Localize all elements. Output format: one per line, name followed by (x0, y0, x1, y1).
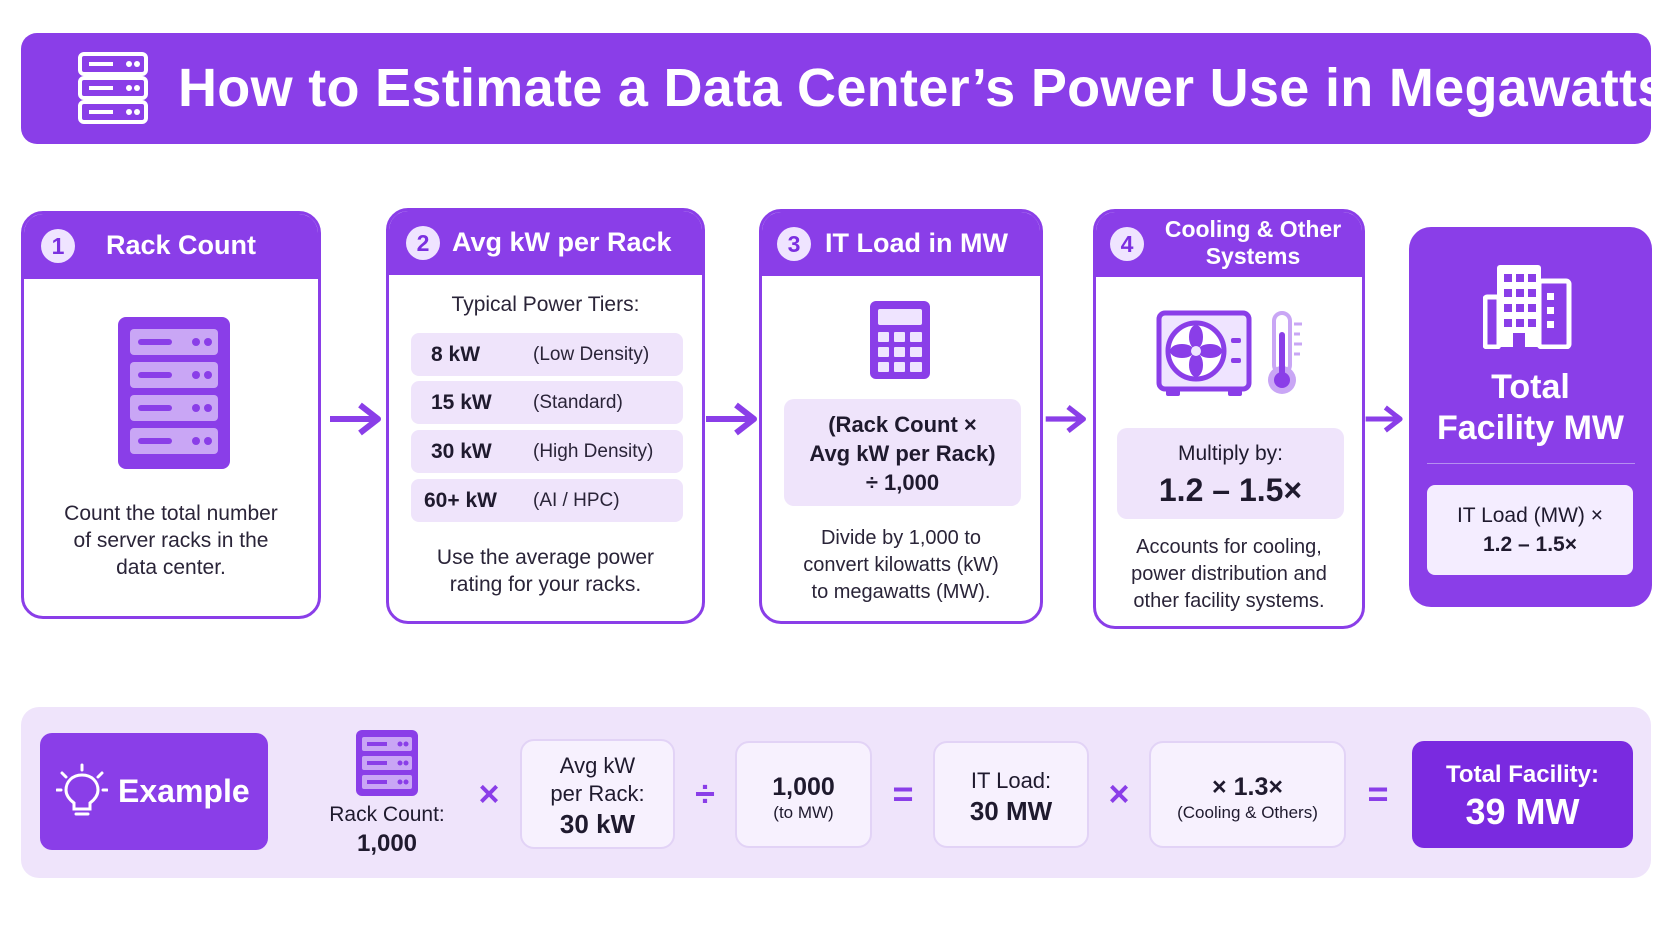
total-facility-formula: IT Load (MW) × 1.2 – 1.5× (1427, 485, 1633, 575)
arrow-right-icon (1365, 405, 1403, 433)
step-header: 4 Cooling & Other Systems (1096, 212, 1362, 277)
multiplier-box: × 1.3× (Cooling & Others) (1149, 741, 1346, 848)
step-description: Use the average power rating for your ra… (436, 546, 655, 596)
formula-box: (Rack Count × Avg kW per Rack) ÷ 1,000 (784, 399, 1021, 506)
server-rack-icon (118, 317, 230, 469)
multiplier-value: 1.2 – 1.5× (1158, 472, 1303, 508)
divisor-box: 1,000 (to MW) (735, 741, 872, 848)
step-header: 3 IT Load in MW (762, 212, 1040, 276)
server-rack-icon (78, 52, 148, 124)
thermometer-icon (1268, 311, 1302, 394)
title-banner: How to Estimate a Data Center’s Power Us… (21, 33, 1667, 144)
tier-row: 15 kW (Standard) (411, 381, 683, 424)
step-description: Accounts for cooling, power distribution… (1131, 536, 1327, 612)
step-description: Count the total number of server racks i… (64, 502, 278, 579)
tiers-subtitle: Typical Power Tiers: (451, 293, 640, 316)
step-title: Cooling & Other Systems (1164, 216, 1342, 269)
step-number: 4 (1110, 227, 1144, 261)
divide-operator: ÷ (695, 773, 715, 814)
multiply-operator: × (478, 773, 500, 814)
tier-row: 60+ kW (AI / HPC) (411, 479, 683, 522)
step-title: Avg kW per Rack (452, 227, 672, 257)
step-card-avg-kw: 2 Avg kW per Rack Typical Power Tiers: 8… (386, 208, 705, 624)
step-number: 2 (406, 226, 440, 260)
avg-kw-box: Avg kW per Rack: 30 kW (520, 739, 675, 849)
tier-row: 30 kW (High Density) (411, 430, 683, 473)
it-load-box: IT Load: 30 MW (933, 741, 1089, 848)
equals-operator: = (1367, 773, 1389, 814)
step-number: 3 (777, 227, 811, 261)
step-title: IT Load in MW (825, 228, 1008, 258)
multiplier-box: Multiply by: 1.2 – 1.5× (1117, 428, 1344, 519)
step-number: 1 (41, 229, 75, 263)
tier-row: 8 kW (Low Density) (411, 333, 683, 376)
cooling-fan-icon (1156, 310, 1252, 396)
step-card-cooling: 4 Cooling & Other Systems Multiply by: 1… (1093, 209, 1365, 629)
calculator-icon (870, 301, 930, 379)
step-header: 2 Avg kW per Rack (389, 211, 702, 275)
total-facility-title: Total Facility MW (1436, 368, 1625, 447)
rack-count-item: Rack Count: 1,000 (329, 803, 445, 857)
equals-operator: = (892, 773, 914, 814)
arrow-right-icon (706, 402, 757, 436)
total-facility-card: Total Facility MW IT Load (MW) × 1.2 – 1… (1409, 227, 1652, 607)
multiplier-label: Multiply by: (1177, 442, 1284, 465)
page-title: How to Estimate a Data Center’s Power Us… (178, 58, 1668, 118)
step-description: Divide by 1,000 to convert kilowatts (kW… (803, 527, 999, 603)
example-label: Example (118, 773, 250, 809)
result-box: Total Facility: 39 MW (1412, 741, 1633, 848)
example-badge (40, 733, 268, 850)
lightbulb-icon (56, 763, 108, 816)
divider (1427, 463, 1635, 464)
arrow-right-icon (1045, 404, 1086, 434)
building-icon (1483, 265, 1572, 349)
step-card-rack-count: 1 Rack Count Count the total number of s… (21, 211, 321, 619)
arrow-right-icon (330, 402, 381, 436)
step-card-it-load: 3 IT Load in MW (Rack Count × Avg kW per… (759, 209, 1043, 624)
server-rack-icon (356, 730, 418, 796)
multiply-operator: × (1108, 773, 1130, 814)
step-header: 1 Rack Count (24, 214, 318, 279)
step-title: Rack Count (106, 230, 257, 260)
